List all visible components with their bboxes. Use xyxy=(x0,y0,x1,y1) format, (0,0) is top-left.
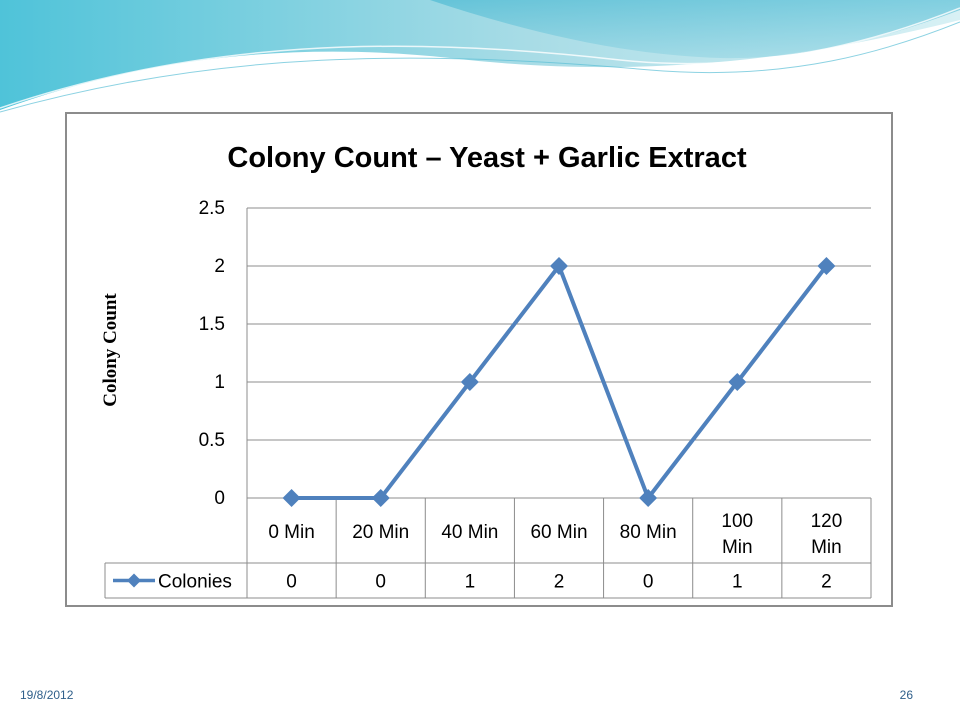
legend-series-name: Colonies xyxy=(158,572,232,593)
data-point xyxy=(460,373,479,391)
table-data-value: 0 xyxy=(286,572,297,593)
y-axis-label: Colony Count xyxy=(100,293,121,407)
colony-count-chart: Colony Count – Yeast + Garlic Extract Co… xyxy=(100,142,872,599)
y-tick-label: 2.5 xyxy=(199,198,225,219)
x-category-label: 120 Min xyxy=(811,511,843,558)
header-wave-line-1 xyxy=(0,7,960,109)
data-point xyxy=(817,257,836,275)
chart-title: Colony Count – Yeast + Garlic Extract xyxy=(227,142,747,174)
table-data-value: 1 xyxy=(465,572,476,593)
data-point xyxy=(550,257,568,275)
data-point xyxy=(282,489,301,507)
data-point xyxy=(728,373,747,391)
slide-number: 26 xyxy=(899,688,913,702)
legend-marker xyxy=(127,573,141,588)
x-category-label: 60 Min xyxy=(530,522,587,543)
table-data-value: 0 xyxy=(643,572,654,593)
y-tick-label: 2 xyxy=(214,256,225,277)
y-tick-label: 1.5 xyxy=(199,314,225,335)
series-colonies xyxy=(282,257,836,507)
x-category-label: 20 Min xyxy=(352,522,409,543)
y-tick-labels: 0 0.5 1 1.5 2 2.5 xyxy=(199,198,225,509)
header-wave-line-2 xyxy=(0,21,960,113)
footer-date: 19/8/2012 xyxy=(20,688,74,702)
header-wave-highlight xyxy=(430,0,960,59)
data-table: 0 Min 20 Min 40 Min 60 Min 80 Min 100 Min 120 Mi… xyxy=(104,498,872,599)
y-tick-label: 1 xyxy=(214,372,225,393)
x-category-label: 0 Min xyxy=(268,522,314,543)
y-tick-label: 0.5 xyxy=(199,430,225,451)
table-data-value: 1 xyxy=(732,572,743,593)
x-category-label: 40 Min xyxy=(441,522,498,543)
table-data-value: 2 xyxy=(821,572,832,593)
gridlines xyxy=(246,207,871,499)
table-data-value: 2 xyxy=(554,572,565,593)
x-category-label: 80 Min xyxy=(620,522,677,543)
data-point xyxy=(639,489,658,507)
y-tick-label: 0 xyxy=(214,488,225,509)
chart-frame: Colony Count – Yeast + Garlic Extract Co… xyxy=(65,112,893,607)
table-data-value: 0 xyxy=(375,572,386,593)
data-point xyxy=(371,489,390,507)
x-category-label: 100 Min xyxy=(721,511,753,558)
